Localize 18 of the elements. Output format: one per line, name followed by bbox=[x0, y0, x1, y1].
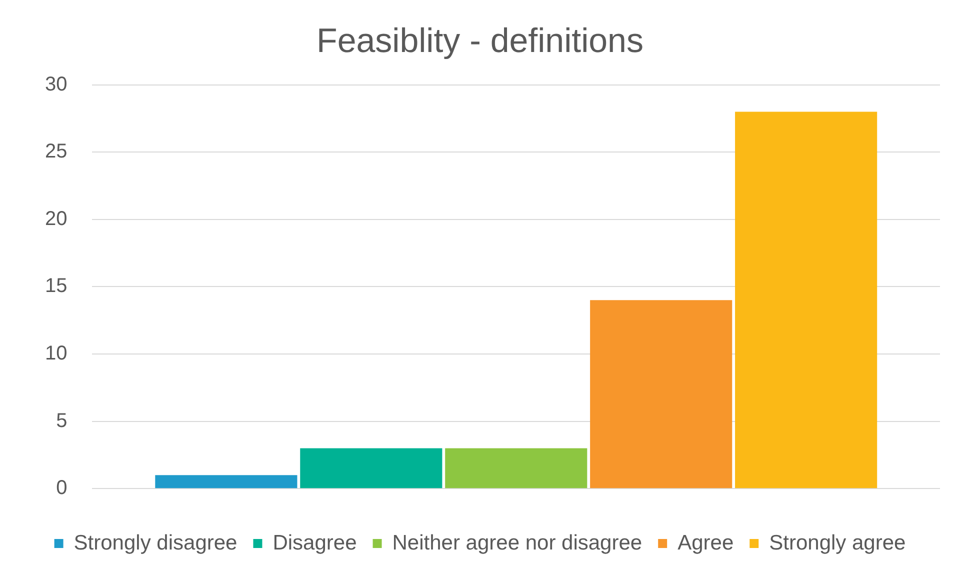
bar bbox=[590, 300, 732, 488]
bar bbox=[445, 448, 588, 488]
bar bbox=[735, 112, 878, 488]
chart-title: Feasiblity - definitions bbox=[316, 22, 644, 60]
y-tick-label: 10 bbox=[44, 342, 68, 365]
bar bbox=[155, 475, 298, 488]
y-tick-label: 20 bbox=[44, 208, 68, 230]
legend-label: Disagree bbox=[272, 531, 357, 554]
legend-label: Agree bbox=[678, 531, 734, 554]
y-tick-label: 30 bbox=[44, 73, 68, 96]
y-tick-label: 5 bbox=[56, 410, 68, 432]
legend-label: Strongly agree bbox=[769, 531, 906, 554]
legend-label: Strongly disagree bbox=[74, 531, 238, 554]
legend-label: Neither agree nor disagree bbox=[392, 531, 642, 554]
y-tick-label: 0 bbox=[56, 477, 68, 500]
y-tick-label: 15 bbox=[44, 275, 68, 298]
y-tick-label: 25 bbox=[44, 140, 68, 163]
bar bbox=[300, 448, 442, 488]
